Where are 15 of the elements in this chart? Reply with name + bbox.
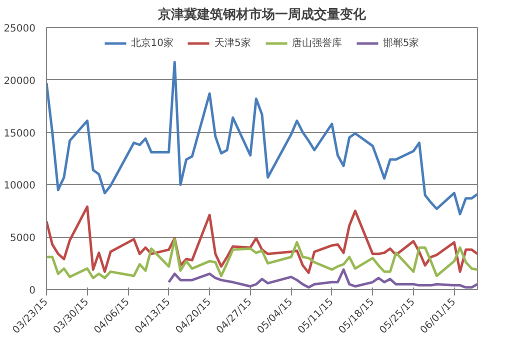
y-tick-label: 25000 bbox=[4, 24, 36, 34]
y-tick-label: 0 bbox=[29, 286, 36, 296]
legend-label: 邯郸5家 bbox=[382, 36, 420, 50]
line-series bbox=[46, 205, 478, 274]
y-tick-label: 20000 bbox=[4, 76, 36, 87]
line-series bbox=[46, 238, 478, 280]
legend-label: 天津5家 bbox=[214, 36, 251, 50]
y-tick-label: 10000 bbox=[4, 180, 36, 192]
legend-label: 北京10家 bbox=[130, 36, 174, 50]
line-series bbox=[46, 60, 478, 216]
legend-label: 唐山强誉库 bbox=[292, 36, 342, 50]
y-tick-label: 5000 bbox=[10, 233, 36, 244]
chart-title: 京津冀建筑钢材市场一周成交量变化 bbox=[157, 6, 367, 22]
line-series bbox=[168, 268, 478, 289]
y-tick-label: 15000 bbox=[4, 128, 36, 140]
